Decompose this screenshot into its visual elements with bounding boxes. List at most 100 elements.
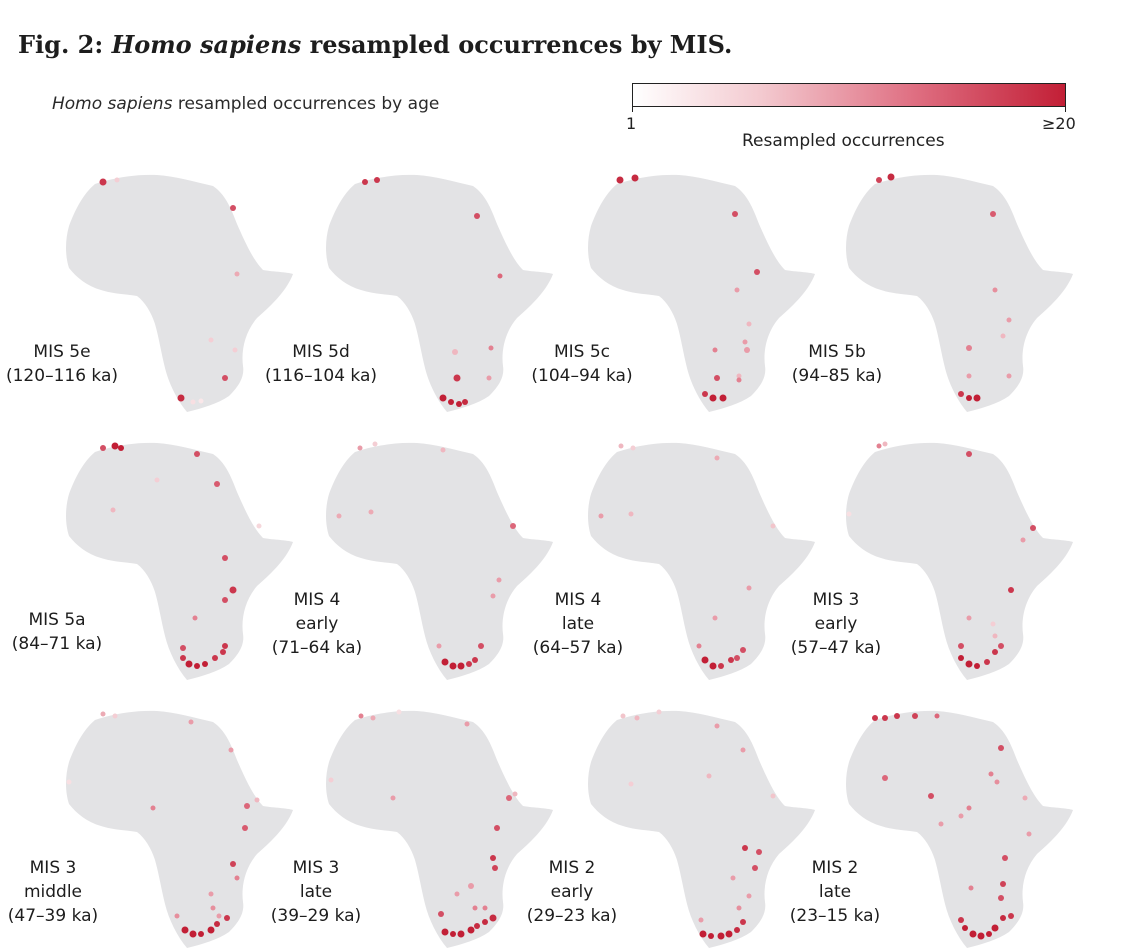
occurrence-dot xyxy=(456,401,462,407)
occurrence-dot xyxy=(968,885,974,891)
occurrence-dot xyxy=(439,394,447,402)
occurrence-dot xyxy=(254,797,260,803)
occurrence-dot xyxy=(358,713,364,719)
occurrence-dot xyxy=(112,713,118,719)
occurrence-dot xyxy=(977,932,985,940)
occurrence-dot xyxy=(1000,915,1006,921)
occurrence-dot xyxy=(208,337,214,343)
panel-map-9 xyxy=(66,710,293,948)
occurrence-dot xyxy=(467,926,475,934)
occurrence-dot xyxy=(490,855,496,861)
panel-label-8: MIS 3 early (57–47 ka) xyxy=(756,588,916,660)
occurrence-dot xyxy=(510,523,516,529)
occurrence-dot xyxy=(232,347,238,353)
panel-label-line: (64–57 ka) xyxy=(532,638,624,658)
occurrence-dot xyxy=(1020,537,1026,543)
panel-label-7: MIS 4 late (64–57 ka) xyxy=(498,588,658,660)
occurrence-dot xyxy=(754,269,760,275)
occurrence-dot xyxy=(66,779,72,785)
occurrence-dot xyxy=(198,398,204,404)
occurrence-dot xyxy=(740,747,746,753)
occurrence-dot xyxy=(189,930,197,938)
occurrence-dot xyxy=(1006,317,1012,323)
occurrence-dot xyxy=(598,513,604,519)
occurrence-dot xyxy=(894,713,900,719)
occurrence-dot xyxy=(362,179,368,185)
panel-label-line: MIS 2 xyxy=(811,858,859,878)
occurrence-dot xyxy=(194,663,200,669)
occurrence-dot xyxy=(882,775,888,781)
panel-label-line: (116–104 ka) xyxy=(264,366,378,386)
occurrence-dot xyxy=(714,375,720,381)
occurrence-dot xyxy=(631,174,639,182)
occurrence-dot xyxy=(336,513,342,519)
occurrence-dot xyxy=(620,713,626,719)
occurrence-dot xyxy=(846,511,852,517)
occurrence-dot xyxy=(736,905,742,911)
occurrence-dot xyxy=(100,445,106,451)
occurrence-dot xyxy=(958,655,964,661)
occurrence-dot xyxy=(454,891,460,897)
panel-map-2 xyxy=(326,174,553,412)
panel-label-2: MIS 5d (116–104 ka) xyxy=(241,340,401,388)
occurrence-dot xyxy=(938,821,944,827)
occurrence-dot xyxy=(244,803,250,809)
panel-label-line: MIS 3 xyxy=(29,858,77,878)
subtitle-rest: resampled occurrences by age xyxy=(177,94,440,114)
occurrence-dot xyxy=(712,615,718,621)
occurrence-dot xyxy=(256,523,262,529)
occurrence-dot xyxy=(714,723,720,729)
panel-label-11: MIS 2 early (29–23 ka) xyxy=(492,856,652,928)
occurrence-dot xyxy=(150,805,156,811)
occurrence-dot xyxy=(490,593,496,599)
occurrence-dot xyxy=(994,779,1000,785)
occurrence-dot xyxy=(228,747,234,753)
occurrence-dot xyxy=(177,394,185,402)
occurrence-dot xyxy=(696,643,702,649)
figure-rest: resampled occurrences by MIS. xyxy=(309,30,733,59)
occurrence-dot xyxy=(732,211,738,217)
occurrence-dot xyxy=(462,399,468,405)
occurrence-dot xyxy=(496,577,502,583)
occurrence-dot xyxy=(734,655,740,661)
panel-label-line: late xyxy=(818,882,852,902)
occurrence-dot xyxy=(1022,795,1028,801)
occurrence-dot xyxy=(440,447,446,453)
occurrence-dot xyxy=(990,621,996,627)
colorbar-tick-max xyxy=(1065,104,1066,112)
occurrence-dot xyxy=(1000,881,1006,887)
occurrence-dot xyxy=(207,926,215,934)
occurrence-dot xyxy=(192,615,198,621)
occurrence-dot xyxy=(372,441,378,447)
occurrence-dot xyxy=(114,177,120,183)
occurrence-dot xyxy=(506,795,512,801)
occurrence-dot xyxy=(450,931,456,937)
panel-label-line: late xyxy=(299,882,333,902)
occurrence-dot xyxy=(966,395,972,401)
occurrence-dot xyxy=(154,477,160,483)
occurrence-dot xyxy=(1030,525,1036,531)
occurrence-dot xyxy=(188,719,194,725)
colorbar-title: Resampled occurrences xyxy=(742,131,945,151)
panel-label-line: (47–39 ka) xyxy=(7,906,99,926)
occurrence-dot xyxy=(436,643,442,649)
occurrence-dot xyxy=(734,287,740,293)
occurrence-dot xyxy=(100,711,106,717)
occurrence-dot xyxy=(441,928,449,936)
occurrence-dot xyxy=(958,643,964,649)
occurrence-dot xyxy=(216,913,222,919)
panel-label-line: MIS 5c xyxy=(553,342,611,362)
occurrence-dot xyxy=(752,865,758,871)
occurrence-dot xyxy=(998,643,1004,649)
occurrence-dot xyxy=(220,649,226,655)
occurrence-dot xyxy=(474,213,480,219)
occurrence-dot xyxy=(368,509,374,515)
occurrence-dot xyxy=(991,924,999,932)
occurrence-dot xyxy=(770,523,776,529)
occurrence-dot xyxy=(698,917,704,923)
occurrence-dot xyxy=(230,861,236,867)
occurrence-dot xyxy=(214,921,220,927)
occurrence-dot xyxy=(229,586,237,594)
panel-label-line: (71–64 ka) xyxy=(271,638,363,658)
occurrence-dot xyxy=(110,507,116,513)
